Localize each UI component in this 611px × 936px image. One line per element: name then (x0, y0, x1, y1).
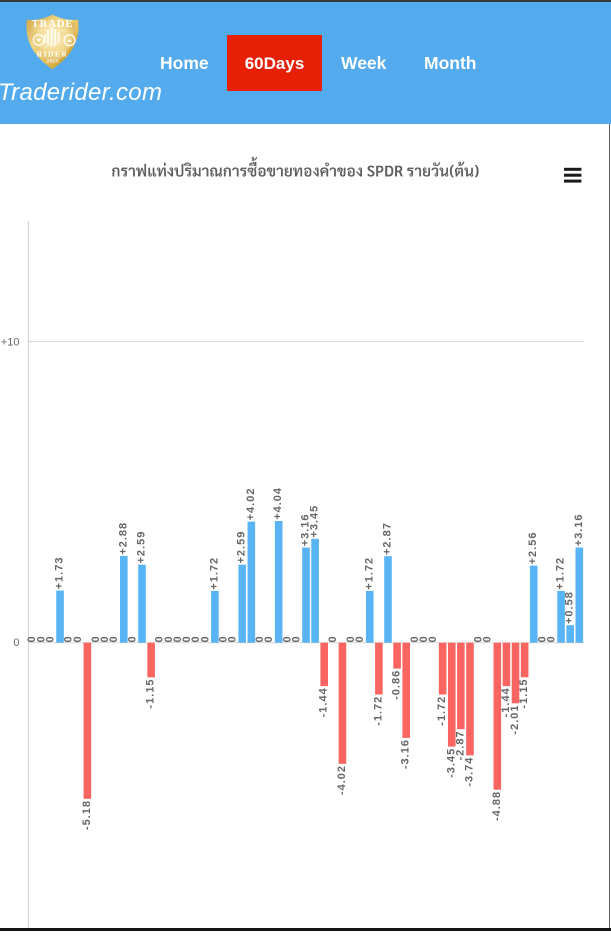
svg-text:-1.15: -1.15 (518, 679, 530, 709)
svg-text:-1.72: -1.72 (372, 696, 384, 726)
svg-text:0: 0 (126, 635, 138, 642)
svg-text:0: 0 (108, 635, 120, 642)
svg-text:0: 0 (263, 635, 275, 642)
svg-text:+3.16: +3.16 (300, 513, 312, 546)
svg-text:-4.88: -4.88 (491, 791, 503, 821)
svg-text:+4.02: +4.02 (245, 488, 257, 521)
svg-text:0: 0 (254, 635, 266, 642)
svg-text:-5.18: -5.18 (81, 800, 93, 830)
svg-text:0: 0 (218, 635, 230, 642)
svg-text:0: 0 (181, 635, 193, 642)
svg-text:-2.01: -2.01 (509, 705, 521, 735)
svg-text:0: 0 (26, 635, 38, 642)
svg-text:+2.59: +2.59 (236, 531, 248, 564)
svg-text:+1.73: +1.73 (54, 557, 66, 590)
svg-text:+2.59: +2.59 (136, 531, 148, 564)
svg-text:RIDER: RIDER (37, 50, 68, 59)
svg-text:-4.02: -4.02 (336, 765, 348, 795)
svg-text:+10: +10 (1, 337, 20, 349)
svg-text:-3.45: -3.45 (445, 748, 457, 778)
svg-text:0: 0 (63, 635, 75, 642)
svg-text:+1.72: +1.72 (208, 557, 220, 590)
svg-text:0: 0 (44, 635, 56, 642)
svg-text:-1.44: -1.44 (500, 687, 512, 717)
svg-text:0: 0 (536, 635, 548, 642)
svg-text:0: 0 (172, 635, 184, 642)
svg-text:0: 0 (327, 635, 339, 642)
svg-text:+1.72: +1.72 (555, 557, 567, 590)
svg-text:-1.15: -1.15 (145, 679, 157, 709)
svg-text:0: 0 (482, 635, 494, 642)
svg-text:0: 0 (473, 635, 485, 642)
svg-text:+0.58: +0.58 (564, 591, 576, 624)
svg-text:-0.86: -0.86 (391, 670, 403, 700)
svg-text:0: 0 (227, 635, 239, 642)
svg-text:0: 0 (72, 635, 84, 642)
svg-text:0: 0 (190, 635, 202, 642)
svg-text:0: 0 (99, 635, 111, 642)
svg-text:-3.16: -3.16 (400, 739, 412, 769)
svg-text:+4.04: +4.04 (272, 487, 284, 520)
svg-text:0: 0 (418, 635, 430, 642)
svg-text:+3.45: +3.45 (309, 505, 321, 538)
svg-text:0: 0 (345, 635, 357, 642)
svg-text:0: 0 (13, 637, 19, 649)
svg-text:0: 0 (90, 635, 102, 642)
svg-text:0: 0 (35, 635, 47, 642)
svg-text:+1.72: +1.72 (363, 557, 375, 590)
svg-text:+2.56: +2.56 (527, 532, 539, 565)
svg-text:+2.87: +2.87 (382, 522, 394, 555)
svg-text:-1.44: -1.44 (318, 687, 330, 717)
svg-text:TRADE: TRADE (32, 18, 74, 30)
svg-text:0: 0 (409, 635, 421, 642)
svg-text:0: 0 (546, 635, 558, 642)
svg-text:0: 0 (354, 635, 366, 642)
svg-text:0: 0 (427, 635, 439, 642)
svg-text:-1.72: -1.72 (436, 696, 448, 726)
svg-text:+3.16: +3.16 (573, 513, 585, 546)
svg-text:0: 0 (199, 635, 211, 642)
svg-text:2013: 2013 (47, 59, 59, 64)
svg-text:0: 0 (281, 635, 293, 642)
svg-text:+2.88: +2.88 (117, 522, 129, 555)
svg-text:0: 0 (163, 635, 175, 642)
svg-text:-3.74: -3.74 (464, 757, 476, 787)
svg-text:0: 0 (154, 635, 166, 642)
svg-text:-2.87: -2.87 (454, 730, 466, 760)
svg-text:0: 0 (290, 635, 302, 642)
